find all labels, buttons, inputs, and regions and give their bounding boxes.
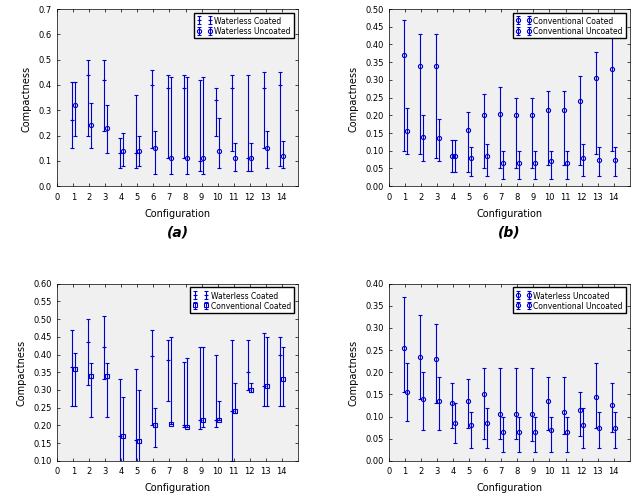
Y-axis label: Compactness: Compactness <box>348 340 358 405</box>
X-axis label: Configuration: Configuration <box>144 482 211 492</box>
Text: (a): (a) <box>167 225 188 239</box>
Text: (d): (d) <box>498 499 521 501</box>
Y-axis label: Compactness: Compactness <box>22 66 32 131</box>
Y-axis label: Compactness: Compactness <box>17 340 26 405</box>
Legend: Waterless Coated, Conventional Coated: Waterless Coated, Conventional Coated <box>190 288 294 314</box>
Legend: Waterless Coated, Waterless Uncoated: Waterless Coated, Waterless Uncoated <box>194 14 294 40</box>
X-axis label: Configuration: Configuration <box>476 482 543 492</box>
X-axis label: Configuration: Configuration <box>144 208 211 218</box>
X-axis label: Configuration: Configuration <box>476 208 543 218</box>
Text: (b): (b) <box>498 225 521 239</box>
Text: (c): (c) <box>167 499 188 501</box>
Legend: Waterless Uncoated, Conventional Uncoated: Waterless Uncoated, Conventional Uncoate… <box>513 288 626 314</box>
Y-axis label: Compactness: Compactness <box>348 66 358 131</box>
Legend: Conventional Coated, Conventional Uncoated: Conventional Coated, Conventional Uncoat… <box>513 14 626 40</box>
